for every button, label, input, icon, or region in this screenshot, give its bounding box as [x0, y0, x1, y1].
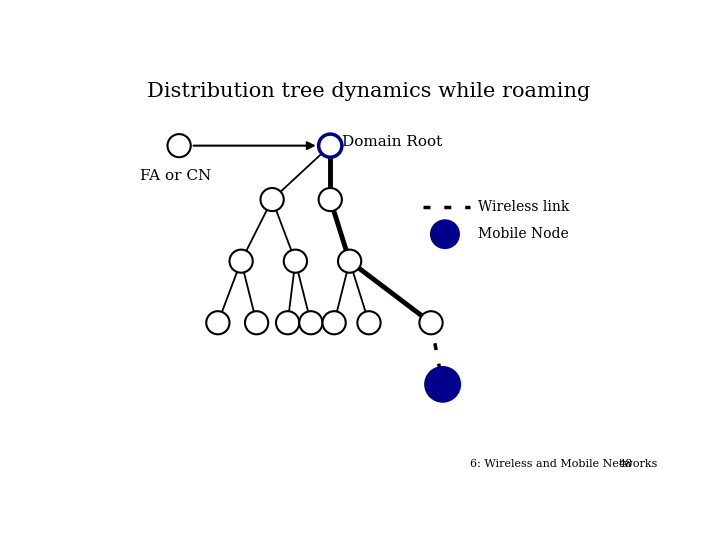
Circle shape	[338, 249, 361, 273]
Circle shape	[245, 311, 269, 334]
Text: Domain Root: Domain Root	[342, 135, 442, 149]
Circle shape	[319, 188, 342, 211]
Text: Wireless link: Wireless link	[477, 200, 569, 214]
Text: Distribution tree dynamics while roaming: Distribution tree dynamics while roaming	[148, 82, 590, 102]
Circle shape	[230, 249, 253, 273]
Circle shape	[319, 134, 342, 157]
Circle shape	[284, 249, 307, 273]
Circle shape	[426, 367, 460, 402]
Circle shape	[168, 134, 191, 157]
Circle shape	[206, 311, 230, 334]
Circle shape	[276, 311, 300, 334]
Circle shape	[419, 311, 443, 334]
Text: Mobile Node: Mobile Node	[477, 227, 568, 241]
Circle shape	[261, 188, 284, 211]
Text: FA or CN: FA or CN	[140, 170, 212, 184]
Circle shape	[300, 311, 323, 334]
Text: 48: 48	[618, 458, 632, 469]
Circle shape	[323, 311, 346, 334]
Text: 6: Wireless and Mobile Networks: 6: Wireless and Mobile Networks	[469, 458, 657, 469]
Circle shape	[357, 311, 381, 334]
Circle shape	[431, 220, 459, 248]
